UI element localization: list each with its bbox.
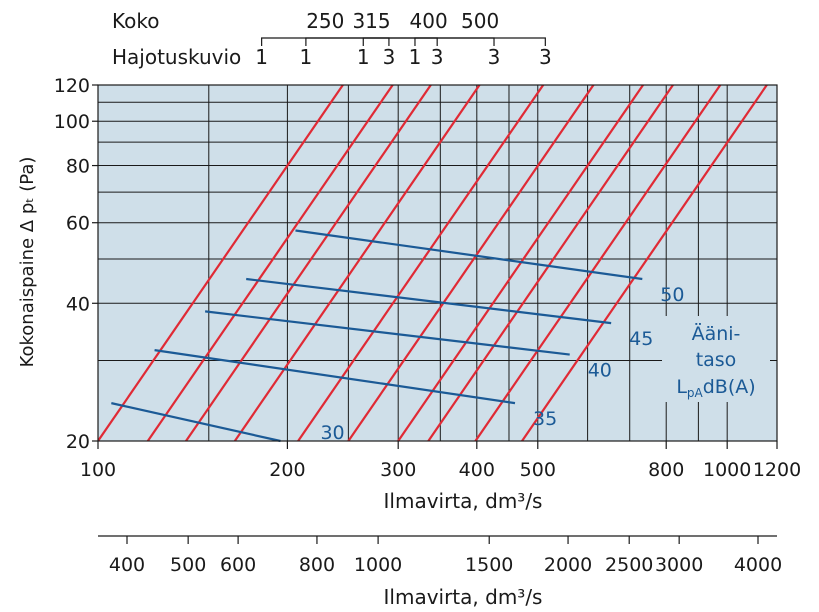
sound-level-legend: Ääni- taso LpAdB(A) xyxy=(662,316,770,402)
size-label-400: 400 xyxy=(410,9,448,33)
pattern-start-label: 1 xyxy=(300,45,313,69)
sound-line-40 xyxy=(204,310,570,356)
legend-line-3: LpAdB(A) xyxy=(676,376,755,400)
x-tick-label: 200 xyxy=(269,459,305,481)
x-tick-label: 100 xyxy=(80,459,116,481)
secondary-tick-label: 3000 xyxy=(655,554,703,576)
legend-dba-text: dB(A) xyxy=(703,376,756,398)
sound-line-50 xyxy=(295,229,643,281)
y-tick-label: 80 xyxy=(66,156,90,178)
secondary-axis-label: Ilmavirta, dm³/s xyxy=(384,585,543,609)
pattern-end-label: 3 xyxy=(488,45,501,69)
size-label-250: 250 xyxy=(306,9,344,33)
secondary-tick-label: 1000 xyxy=(354,554,402,576)
pattern-start-label: 1 xyxy=(255,45,268,69)
pressure-line-7 xyxy=(396,85,645,441)
secondary-tick-label: 1500 xyxy=(465,554,513,576)
secondary-tick-label: 500 xyxy=(170,554,206,576)
y-axis: 20 40 60 80 100 120 xyxy=(54,75,98,453)
secondary-tick-label: 2500 xyxy=(605,554,653,576)
pressure-line-6 xyxy=(347,85,595,441)
pattern-end-label: 3 xyxy=(539,45,552,69)
secondary-flow-axis: 400 500 600 800 1000 1500 2000 2500 3000 4000 xyxy=(98,535,782,576)
secondary-tick-label: 2000 xyxy=(544,554,592,576)
legend-pa-subscript: pA xyxy=(687,386,704,400)
secondary-tick-label: 600 xyxy=(220,554,256,576)
pressure-line-5 xyxy=(296,85,545,441)
y-axis-label: Kokonaispaine Δ pₜ (Pa) xyxy=(17,157,38,368)
koko-label: Koko xyxy=(112,9,159,33)
y-tick-label: 40 xyxy=(66,293,90,315)
y-tick-label: 60 xyxy=(66,213,90,235)
sound-label-30: 30 xyxy=(320,422,344,444)
secondary-tick-label: 800 xyxy=(299,554,335,576)
size-bracket-500 xyxy=(414,37,546,46)
pattern-end-label: 3 xyxy=(383,45,396,69)
x-axis-label: Ilmavirta, dm³/s xyxy=(384,489,543,513)
sound-label-35: 35 xyxy=(533,408,557,430)
secondary-tick-label: 400 xyxy=(109,554,145,576)
pressure-line-2 xyxy=(146,85,395,441)
size-label-500: 500 xyxy=(461,9,499,33)
hajotuskuvio-label: Hajotuskuvio xyxy=(112,45,241,69)
x-tick-label: 400 xyxy=(459,459,495,481)
sound-line-35 xyxy=(154,349,516,405)
pressure-line-10 xyxy=(520,85,769,441)
sound-label-45: 45 xyxy=(629,328,653,350)
legend-line-2: taso xyxy=(696,349,737,371)
sound-label-40: 40 xyxy=(588,360,612,382)
x-tick-label: 1200 xyxy=(753,459,801,481)
pattern-start-label: 1 xyxy=(409,45,422,69)
x-tick-label: 800 xyxy=(648,459,684,481)
legend-box xyxy=(662,316,770,402)
pattern-end-label: 3 xyxy=(431,45,444,69)
y-tick-label: 100 xyxy=(54,111,90,133)
pattern-start-label: 1 xyxy=(357,45,370,69)
size-bracket-250 xyxy=(261,37,390,46)
x-tick-label: 300 xyxy=(380,459,416,481)
x-tick-label: 1000 xyxy=(703,459,751,481)
sound-level-lines xyxy=(111,229,643,443)
x-axis: 100 200 300 400 500 800 1000 1200 xyxy=(80,441,801,481)
pressure-line-4 xyxy=(233,85,481,441)
secondary-tick-label: 4000 xyxy=(734,554,782,576)
legend-l-text: L xyxy=(676,376,687,398)
pressure-lines xyxy=(98,85,769,441)
sound-line-45 xyxy=(246,277,612,325)
pressure-line-9 xyxy=(474,85,722,441)
pressure-line-1 xyxy=(98,85,345,441)
y-tick-label: 20 xyxy=(66,431,90,453)
legend-line-1: Ääni- xyxy=(692,322,741,345)
sound-line-30 xyxy=(111,402,281,443)
pressure-line-3 xyxy=(184,85,433,441)
x-tick-label: 500 xyxy=(520,459,556,481)
sound-level-labels: 30 35 40 45 50 xyxy=(320,284,684,444)
pressure-line-8 xyxy=(427,85,675,441)
sound-label-50: 50 xyxy=(660,284,684,306)
plot-frame xyxy=(97,84,778,442)
size-label-315: 315 xyxy=(352,9,390,33)
y-tick-label: 120 xyxy=(54,75,90,97)
